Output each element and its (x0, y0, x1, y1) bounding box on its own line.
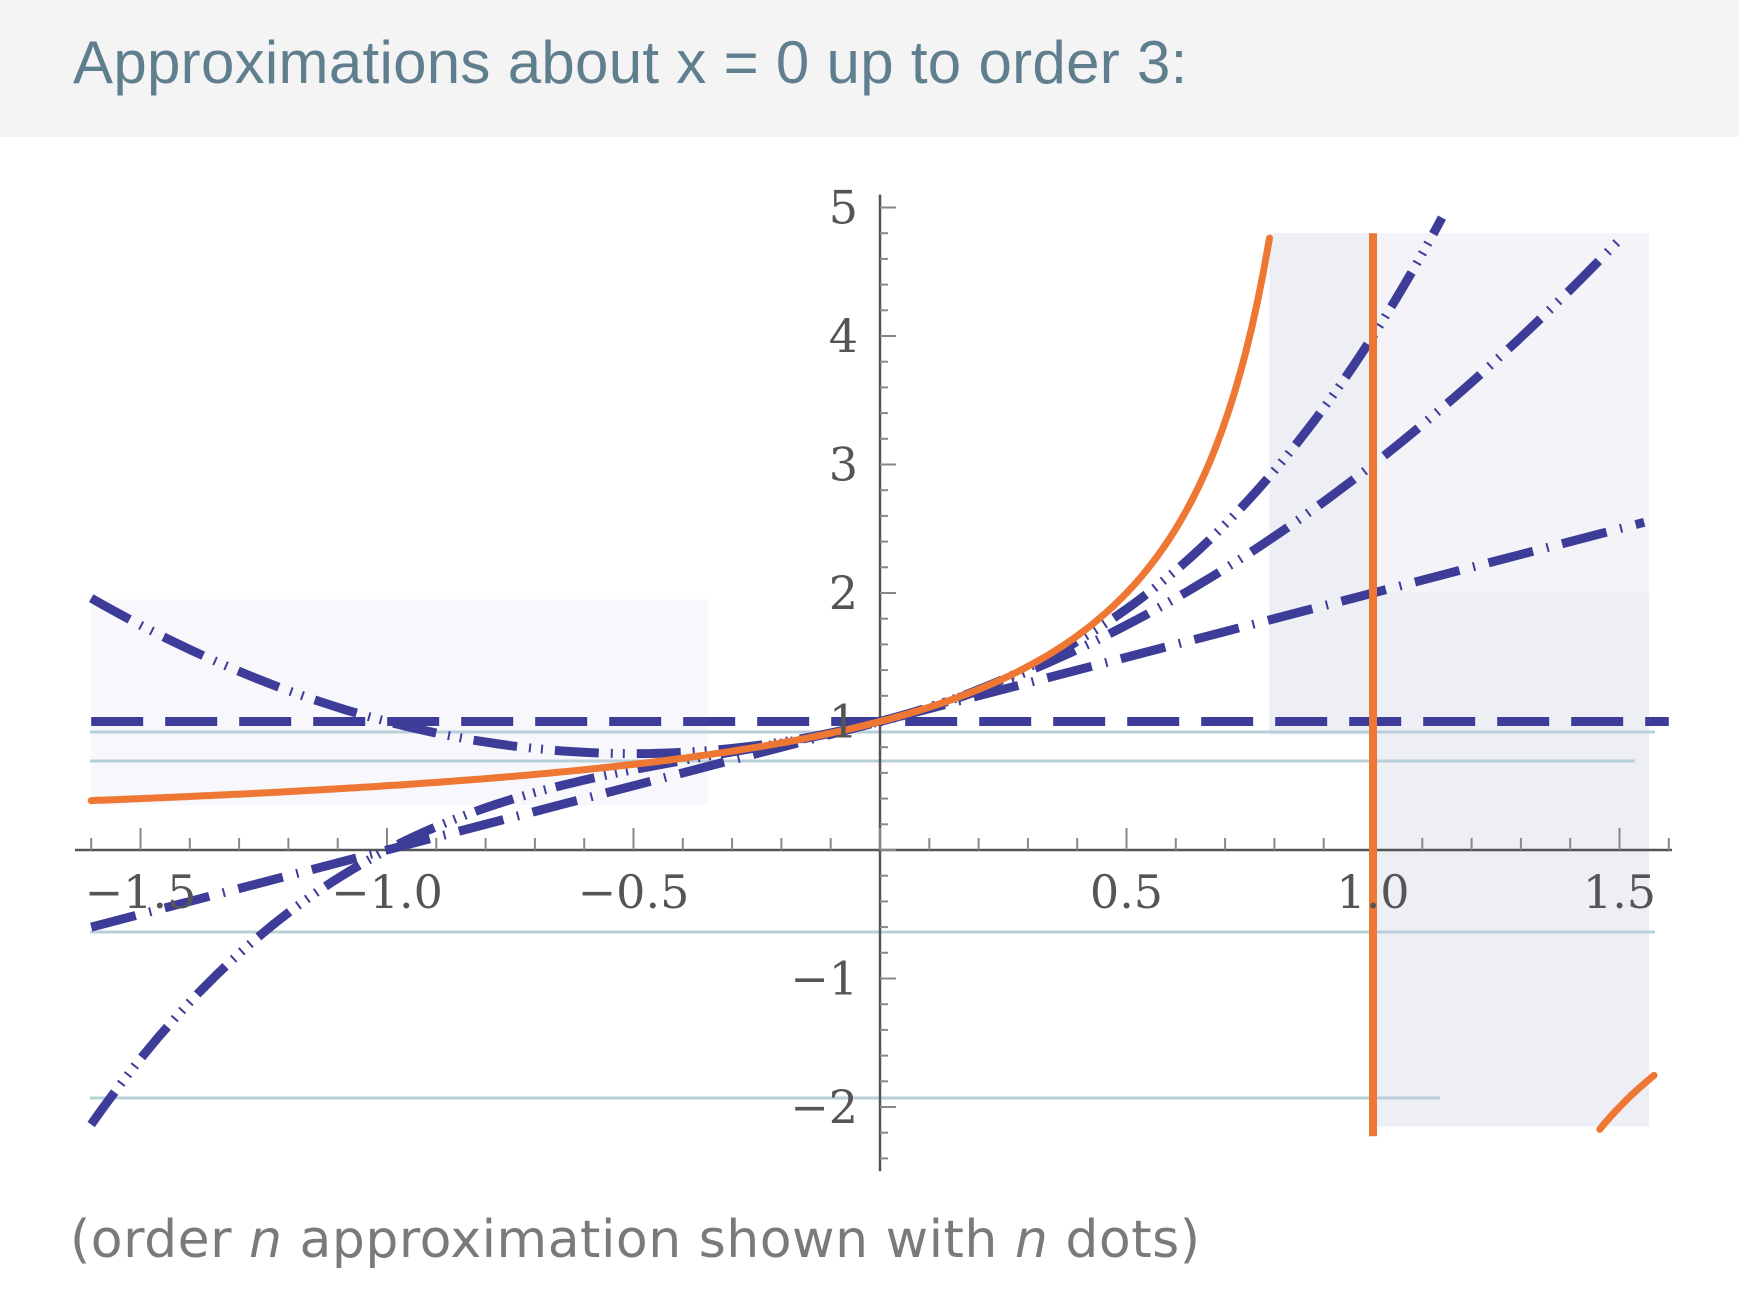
caption-n-2: n (1014, 1210, 1049, 1270)
y-tick-label: 2 (829, 566, 858, 620)
y-tick-label: 5 (829, 181, 858, 235)
pod-header (0, 0, 1739, 137)
curves (87, 215, 1669, 1137)
guide-lines (90, 730, 1655, 1100)
x-tick-label: −1.5 (85, 865, 197, 919)
tick-labels: −1.5 −1.0 −0.5 0.5 1.0 1.5 −2 −1 1 2 3 4 5 (85, 181, 1656, 1135)
y-tick-label: −1 (790, 952, 858, 1006)
series-order-3 (87, 215, 1446, 1128)
y-tick-label: 4 (829, 309, 858, 363)
y-tick-label: 3 (829, 438, 858, 492)
shade-region-left (91, 599, 708, 806)
shade-region-right-lower (1373, 593, 1650, 1127)
shade-region-mid (1269, 233, 1373, 735)
pod-title: Approximations about x = 0 up to order 3… (73, 29, 1188, 96)
plot-shading (91, 233, 1650, 1127)
caption-text-2: approximation shown with (282, 1210, 1015, 1270)
caption-text-1: (order (70, 1210, 249, 1270)
y-tick-label: 1 (829, 695, 858, 749)
x-tick-label: −0.5 (578, 865, 690, 919)
series-function-right (1596, 1071, 1658, 1133)
x-tick-label: 0.5 (1090, 865, 1163, 919)
caption-text-3: dots) (1048, 1210, 1201, 1270)
caption: (order n approximation shown with n dots… (70, 1210, 1201, 1270)
x-tick-label: 1.0 (1336, 865, 1409, 919)
x-tick-label: −1.0 (331, 865, 443, 919)
caption-n-1: n (248, 1210, 283, 1270)
y-tick-label: −2 (790, 1080, 858, 1134)
plot-area: −1.5 −1.0 −0.5 0.5 1.0 1.5 −2 −1 1 2 3 4 5 (75, 181, 1672, 1172)
x-tick-label: 1.5 (1583, 865, 1656, 919)
series-function-left (87, 234, 1273, 805)
